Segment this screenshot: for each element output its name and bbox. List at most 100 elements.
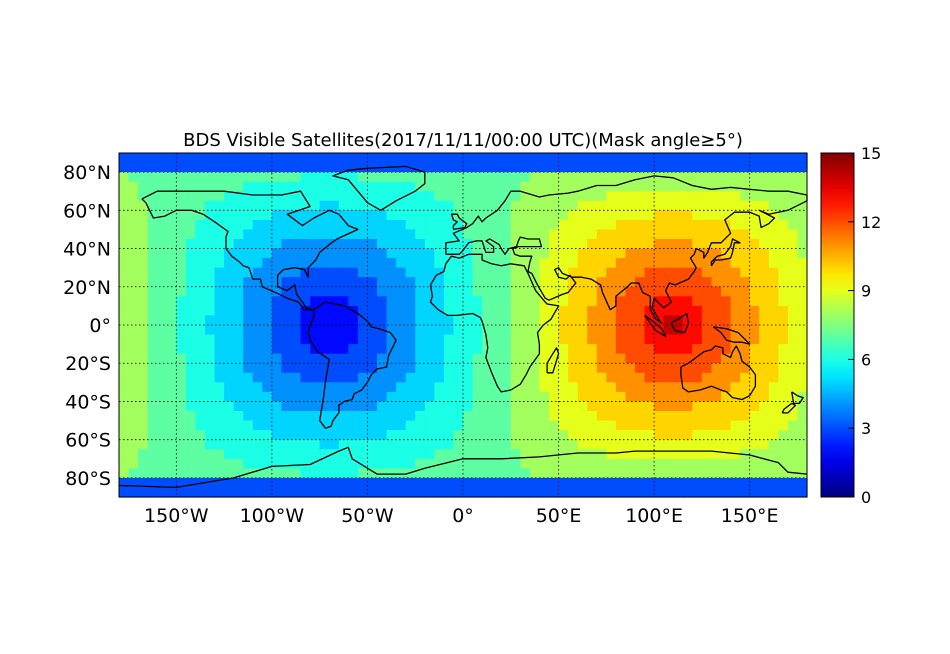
heatmap-cell bbox=[711, 458, 722, 469]
heatmap-cell bbox=[539, 200, 550, 211]
heatmap-cell bbox=[615, 153, 627, 164]
heatmap-cell bbox=[281, 391, 292, 403]
heatmap-cell bbox=[568, 305, 579, 317]
heatmap-cell bbox=[176, 353, 187, 364]
heatmap-cell bbox=[654, 181, 665, 192]
heatmap-cell bbox=[644, 372, 655, 383]
heatmap-cell bbox=[415, 305, 426, 317]
heatmap-cell bbox=[721, 191, 732, 202]
heatmap-cell bbox=[348, 162, 359, 173]
heatmap-cell bbox=[424, 200, 435, 211]
heatmap-cell bbox=[357, 210, 369, 221]
heatmap-cell bbox=[243, 401, 254, 412]
heatmap-cell bbox=[606, 449, 617, 460]
heatmap-cell bbox=[644, 239, 655, 250]
heatmap-cell bbox=[357, 391, 369, 403]
heatmap-cell bbox=[692, 258, 703, 269]
heatmap-cell bbox=[434, 315, 445, 326]
heatmap-cell bbox=[778, 181, 789, 192]
heatmap-cell bbox=[434, 296, 445, 307]
heatmap-cell bbox=[730, 267, 741, 278]
heatmap-cell bbox=[520, 401, 531, 412]
heatmap-cell bbox=[463, 229, 474, 240]
heatmap-cell bbox=[319, 344, 330, 355]
heatmap-cell bbox=[596, 382, 607, 393]
heatmap-cell bbox=[663, 210, 674, 221]
heatmap-cell bbox=[195, 258, 206, 269]
heatmap-cell bbox=[214, 267, 225, 278]
heatmap-cell bbox=[730, 248, 741, 259]
heatmap-cell bbox=[682, 401, 693, 412]
heatmap-cell bbox=[663, 411, 674, 422]
heatmap-cell bbox=[185, 477, 197, 489]
heatmap-cell bbox=[185, 372, 197, 383]
heatmap-cell bbox=[797, 162, 808, 173]
heatmap-cell bbox=[443, 411, 455, 422]
heatmap-cell bbox=[663, 286, 674, 297]
heatmap-cell bbox=[128, 181, 139, 192]
heatmap-cell bbox=[147, 153, 158, 164]
heatmap-cell bbox=[615, 363, 627, 374]
heatmap-cell bbox=[291, 219, 302, 231]
heatmap-cell bbox=[682, 277, 693, 288]
heatmap-cell bbox=[319, 458, 330, 469]
heatmap-cell bbox=[281, 334, 292, 345]
heatmap-cell bbox=[596, 401, 607, 412]
heatmap-cell bbox=[682, 153, 693, 164]
heatmap-cell bbox=[243, 325, 254, 336]
heatmap-cell bbox=[730, 420, 741, 431]
heatmap-cell bbox=[166, 210, 177, 221]
heatmap-cell bbox=[415, 382, 426, 393]
heatmap-cell bbox=[271, 305, 283, 317]
heatmap-cell bbox=[549, 229, 560, 240]
heatmap-cell bbox=[377, 305, 388, 317]
heatmap-cell bbox=[367, 334, 378, 345]
heatmap-cell bbox=[654, 153, 665, 164]
heatmap-cell bbox=[740, 305, 751, 317]
heatmap-cell bbox=[300, 344, 311, 355]
heatmap-cell bbox=[587, 468, 598, 479]
heatmap-cell bbox=[596, 210, 607, 221]
heatmap-cell bbox=[357, 372, 369, 383]
heatmap-cell bbox=[721, 468, 732, 479]
heatmap-cell bbox=[730, 325, 741, 336]
heatmap-cell bbox=[635, 210, 646, 221]
heatmap-cell bbox=[740, 401, 751, 412]
heatmap-cell bbox=[310, 153, 321, 164]
heatmap-cell bbox=[233, 439, 244, 450]
heatmap-cell bbox=[654, 286, 665, 297]
heatmap-cell bbox=[319, 449, 330, 460]
heatmap-cell bbox=[310, 296, 321, 307]
heatmap-cell bbox=[185, 286, 197, 297]
heatmap-cell bbox=[405, 458, 416, 469]
heatmap-cell bbox=[176, 382, 187, 393]
heatmap-cell bbox=[472, 487, 483, 498]
heatmap-cell bbox=[673, 162, 684, 173]
heatmap-cell bbox=[138, 305, 149, 317]
heatmap-cell bbox=[740, 391, 751, 403]
heatmap-cell bbox=[721, 267, 732, 278]
heatmap-cell bbox=[415, 296, 426, 307]
heatmap-cell bbox=[568, 296, 579, 307]
heatmap-cell bbox=[233, 382, 244, 393]
heatmap-cell bbox=[214, 477, 225, 489]
heatmap-cell bbox=[338, 334, 349, 345]
heatmap-cell bbox=[558, 391, 569, 403]
heatmap-cell bbox=[147, 353, 158, 364]
heatmap-cell bbox=[682, 391, 693, 403]
heatmap-cell bbox=[778, 258, 789, 269]
colorbar-scale bbox=[820, 152, 855, 498]
heatmap-cell bbox=[405, 468, 416, 479]
heatmap-cell bbox=[587, 200, 598, 211]
heatmap-cell bbox=[510, 172, 521, 183]
heatmap-cell bbox=[673, 458, 684, 469]
heatmap-cell bbox=[711, 487, 722, 498]
heatmap-cell bbox=[338, 363, 349, 374]
heatmap-cell bbox=[673, 487, 684, 498]
heatmap-cell bbox=[654, 401, 665, 412]
heatmap-cell bbox=[166, 162, 177, 173]
heatmap-cell bbox=[759, 172, 770, 183]
heatmap-cell bbox=[768, 191, 779, 202]
heatmap-cell bbox=[453, 382, 464, 393]
heatmap-cell bbox=[663, 420, 674, 431]
